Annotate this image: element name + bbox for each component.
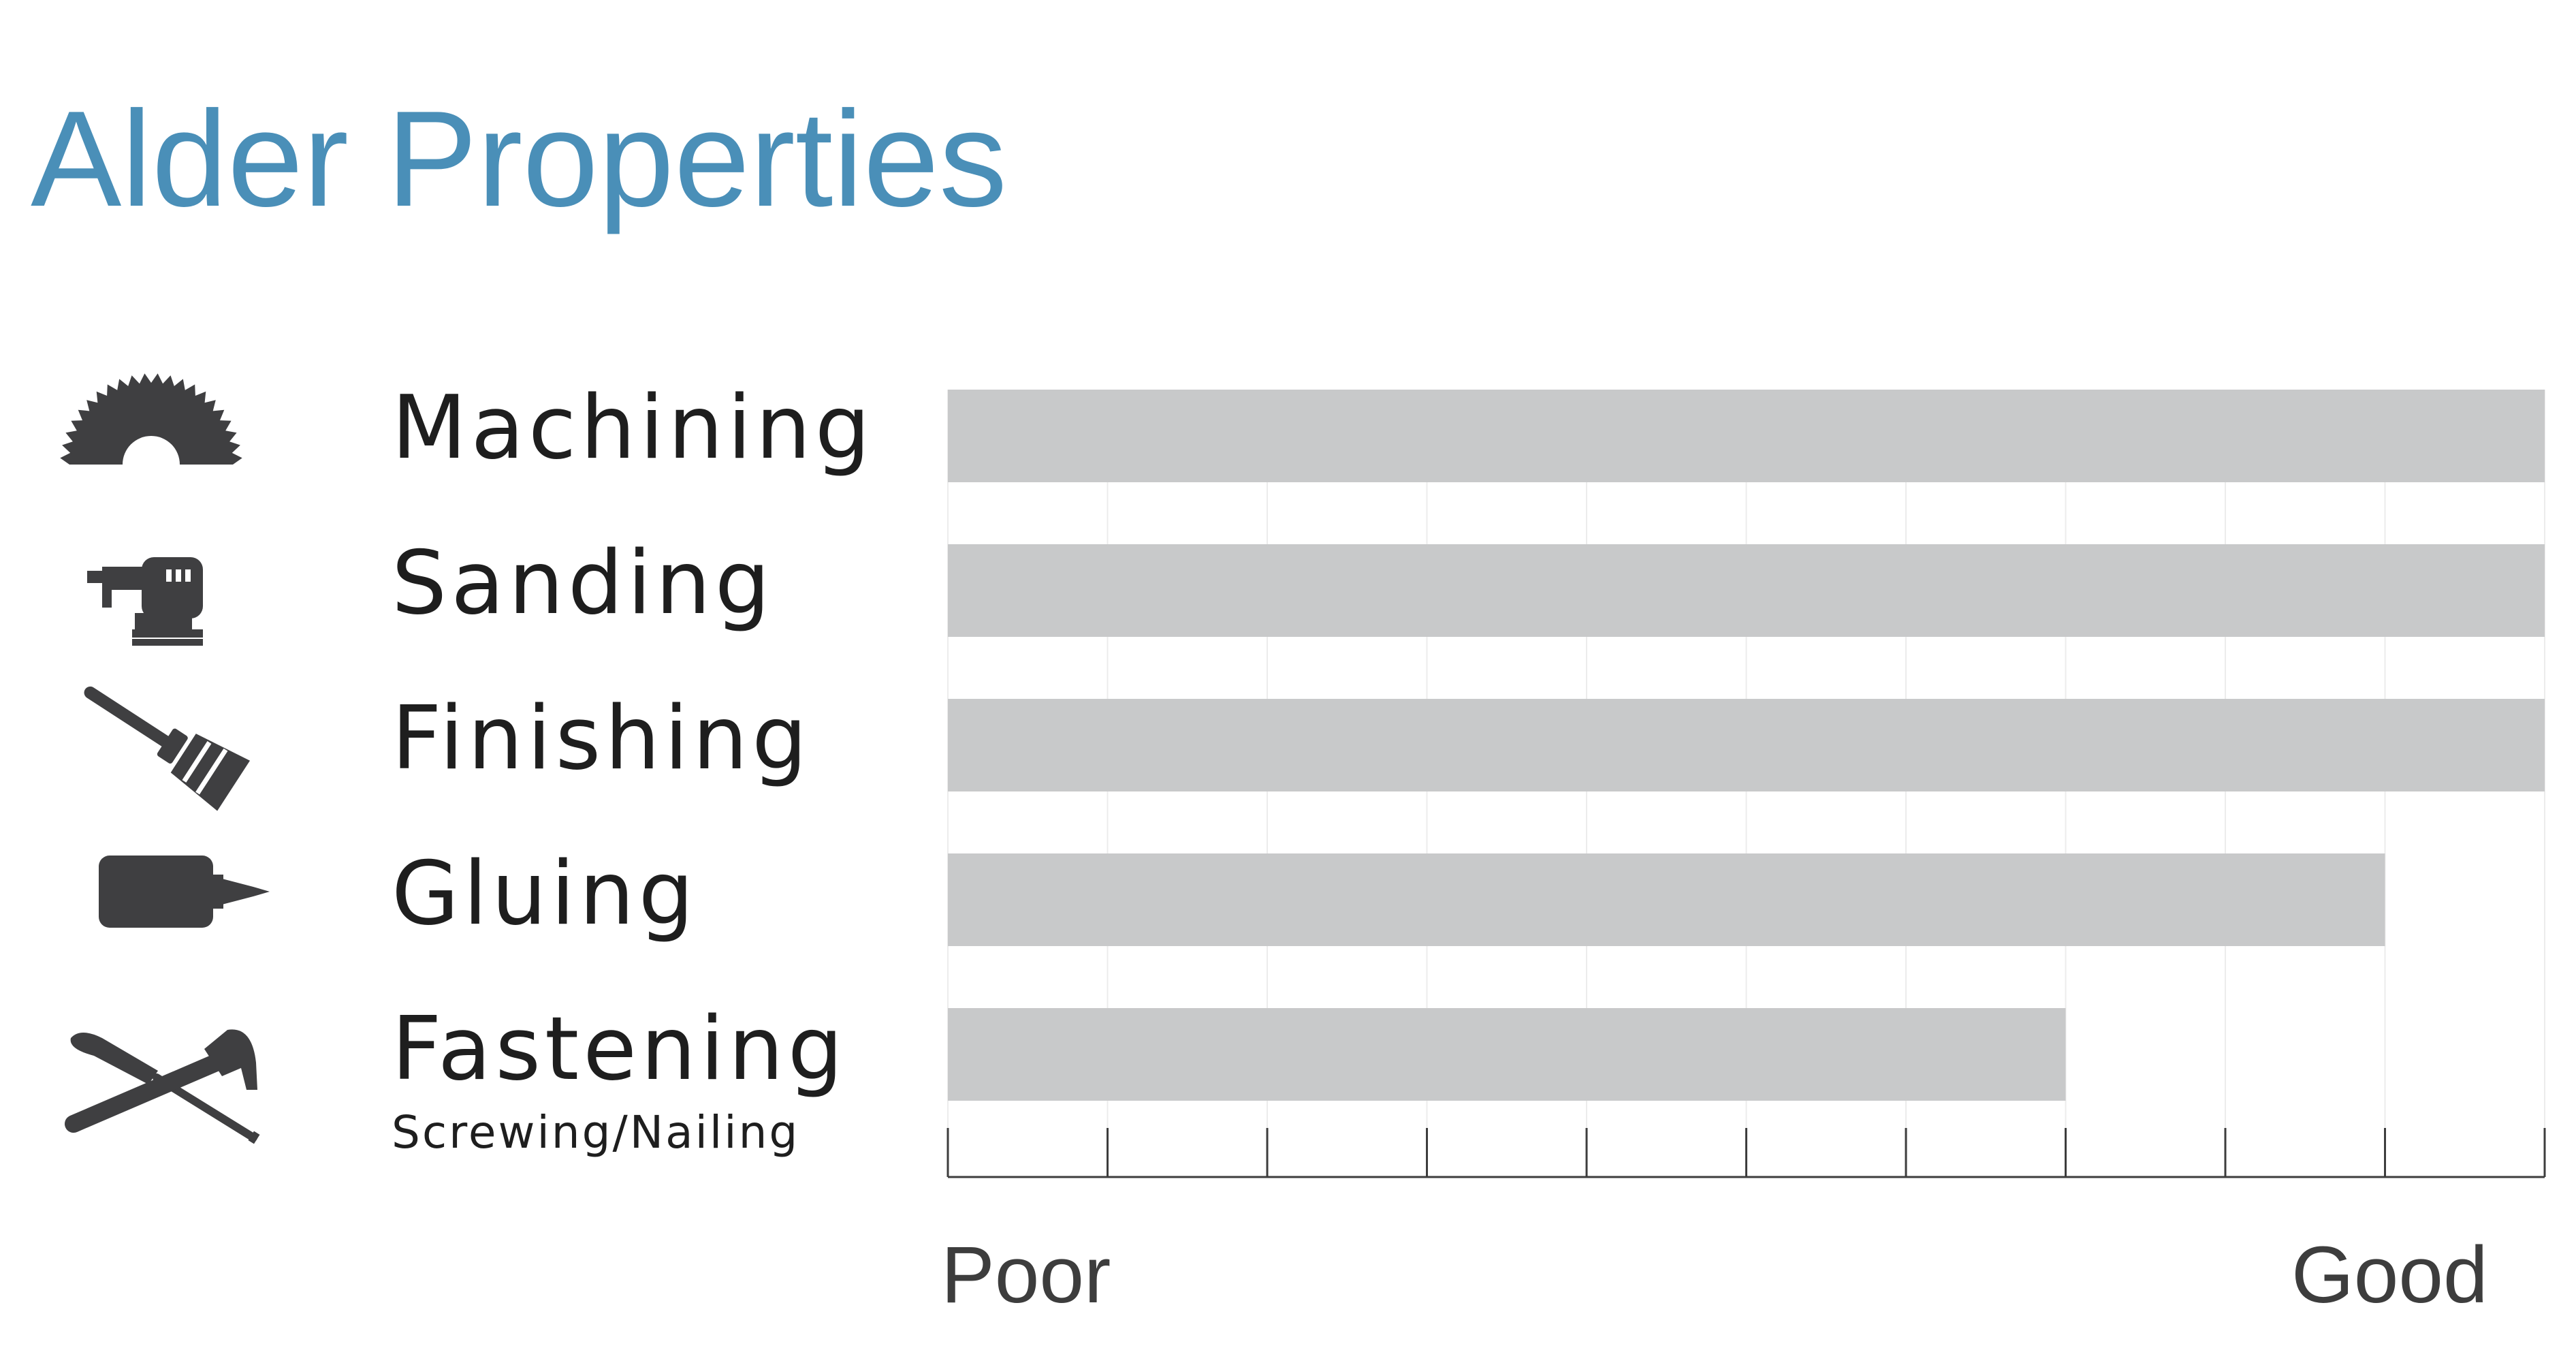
orbital-sander-icon: [87, 557, 203, 646]
hammer-screwdriver-icon: [65, 1029, 260, 1144]
bar-sanding: [948, 544, 2545, 637]
paint-brush-icon: [84, 686, 251, 811]
bars: [948, 390, 2545, 1101]
saw-blade-icon: [60, 373, 242, 465]
category-labels: Machining Sanding Finishing Gluing Faste…: [392, 377, 874, 1159]
scale-label-poor: Poor: [941, 1230, 1111, 1320]
category-label-gluing: Gluing: [392, 843, 698, 945]
category-label-sanding: Sanding: [392, 533, 774, 634]
x-axis: [947, 1128, 2546, 1178]
category-sublabel-fastening: Screwing/Nailing: [392, 1106, 799, 1159]
chart-title: Alder Properties: [31, 83, 1007, 235]
scale-label-good: Good: [2291, 1230, 2488, 1320]
bar-fastening: [948, 1008, 2066, 1101]
category-label-fastening: Fastening: [392, 999, 847, 1100]
category-label-finishing: Finishing: [392, 688, 811, 789]
category-label-machining: Machining: [392, 377, 874, 479]
bar-gluing: [948, 853, 2385, 946]
glue-bottle-icon: [99, 856, 270, 928]
bar-finishing: [948, 699, 2545, 791]
bar-machining: [948, 390, 2545, 482]
